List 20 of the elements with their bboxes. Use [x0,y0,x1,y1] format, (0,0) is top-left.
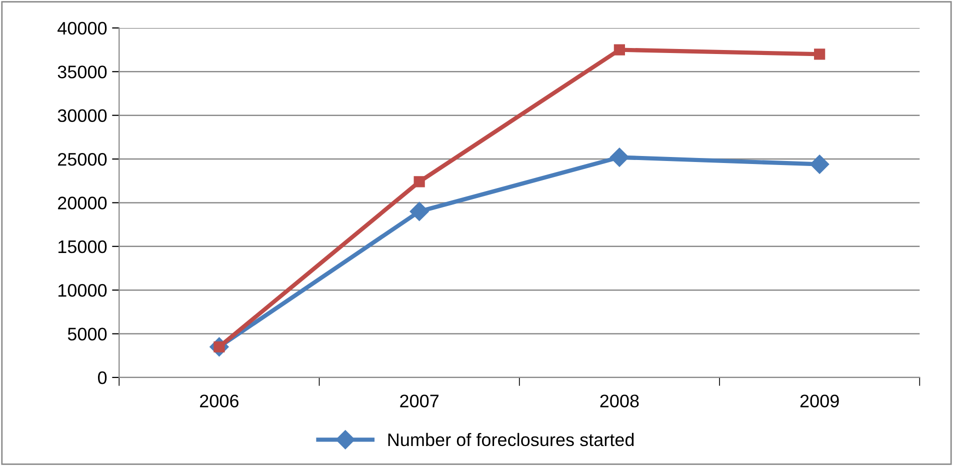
point [614,44,626,56]
legend-label: Number of foreclosures started [388,432,634,446]
y-tick-label: 5000 [68,328,107,340]
point [810,154,830,174]
y-tick-label: 30000 [58,109,107,122]
point [814,48,826,60]
point [410,202,429,221]
y-tick-label: 20000 [58,196,107,210]
x-tick-label: 2007 [400,394,438,408]
y-tick-label: 40000 [58,22,107,35]
y-tick-label: 0 [98,371,107,384]
y-tick-label: 15000 [58,240,107,254]
point [414,176,425,188]
y-tick-label: 10000 [58,284,107,297]
x-tick-label: 2008 [600,394,639,408]
point [610,148,629,167]
x-tick-label: 2009 [800,394,839,408]
y-tick-label: 25000 [58,152,107,166]
y-tick-label: 35000 [58,66,107,78]
x-tick-label: 2006 [200,394,238,408]
